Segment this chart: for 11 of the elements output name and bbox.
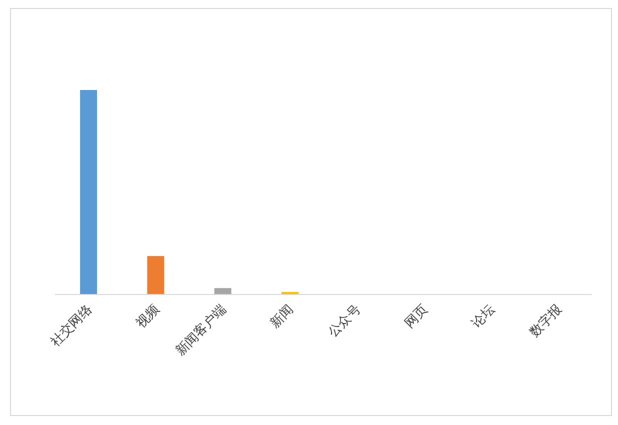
x-tick-label: 社交网络	[47, 302, 96, 350]
bar	[147, 256, 164, 294]
bar	[214, 288, 232, 294]
x-tick-label: 公众号	[326, 302, 364, 340]
x-tick-label: 论坛	[469, 302, 498, 332]
x-tick-label: 新闻客户端	[172, 302, 230, 359]
x-tick-label: 网页	[402, 302, 432, 332]
bar	[80, 90, 98, 294]
x-tick-label: 新闻	[268, 302, 297, 332]
x-tick-label: 视频	[134, 302, 163, 332]
x-tick-label: 数字报	[526, 302, 566, 340]
